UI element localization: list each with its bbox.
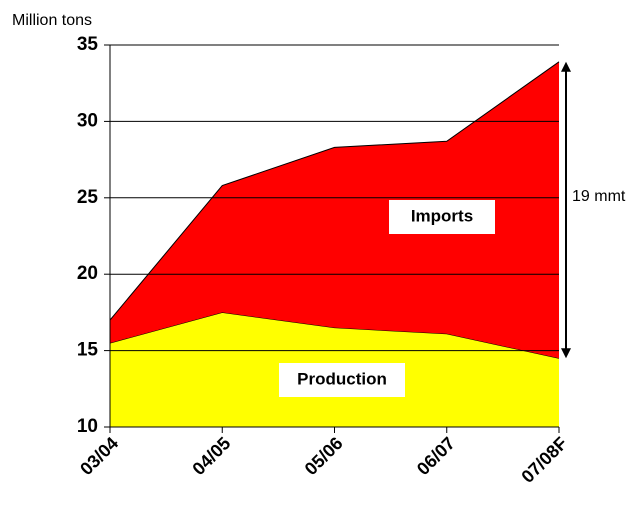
x-tick-label: 05/06 xyxy=(301,433,347,479)
y-tick-label: 20 xyxy=(77,263,98,284)
area xyxy=(110,61,559,359)
x-tick-label: 03/04 xyxy=(76,433,122,479)
series-label-box xyxy=(279,363,405,397)
x-tick-label: 07/08F xyxy=(517,433,571,487)
area-edge xyxy=(109,61,560,321)
y-tick-label: 15 xyxy=(77,340,99,361)
x-tick-label: 06/07 xyxy=(413,433,459,479)
x-tick-label: 04/05 xyxy=(188,433,234,479)
y-axis-label: Million tons xyxy=(12,12,92,29)
y-tick-label: 25 xyxy=(77,187,99,208)
arrow-head xyxy=(561,348,571,359)
series-label: Imports xyxy=(411,206,473,225)
series-label-box xyxy=(389,200,495,234)
y-tick-label: 30 xyxy=(77,110,98,131)
arrow-head xyxy=(561,61,571,72)
annotation: 19 mmt xyxy=(572,188,626,205)
y-tick-label: 10 xyxy=(77,416,98,437)
y-tick-label: 35 xyxy=(77,34,99,55)
series-label: Production xyxy=(297,369,387,388)
